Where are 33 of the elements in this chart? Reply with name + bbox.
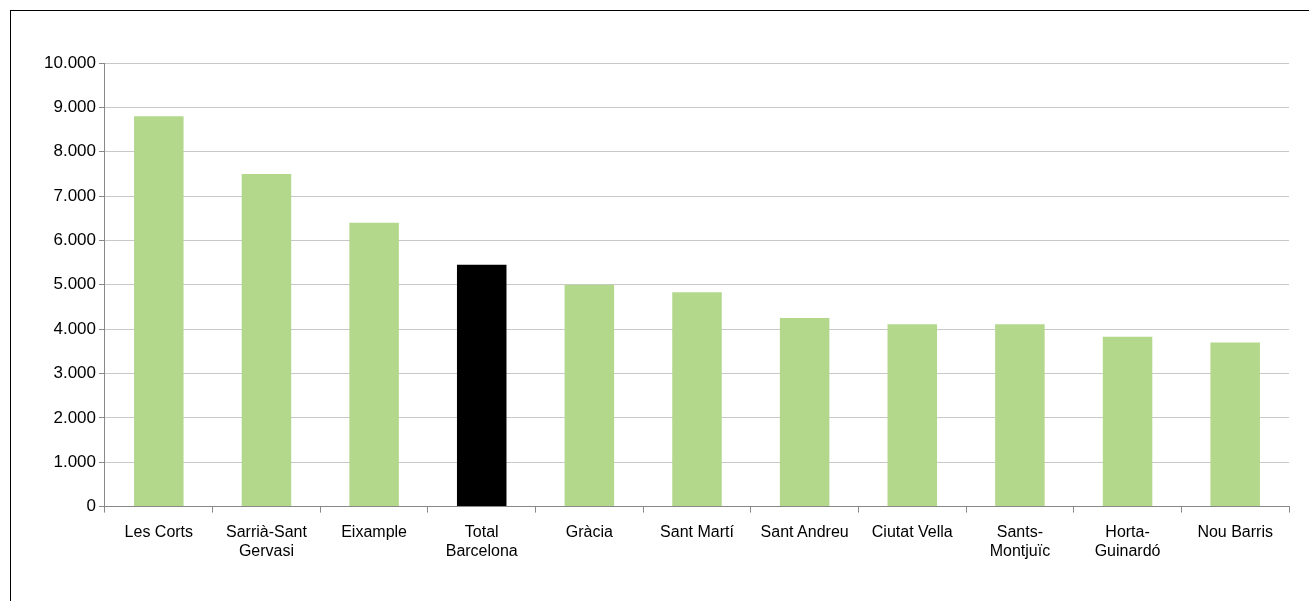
y-tick-label: 3.000 [53, 363, 96, 383]
bar [887, 324, 938, 507]
bar [779, 318, 830, 507]
bar [995, 324, 1045, 507]
y-tick-label: 10.000 [44, 52, 96, 72]
y-tick-label: 5.000 [53, 274, 96, 294]
y-tick-label: 1.000 [53, 451, 96, 471]
y-tick-label: 9.000 [53, 97, 96, 117]
x-tick-label: Sant Martí [660, 522, 735, 540]
bar [672, 292, 722, 507]
bar [349, 222, 399, 507]
x-tick-label: Total Barcelona [445, 522, 518, 559]
bar [134, 116, 184, 507]
x-tick-label: Sants-Montjuïc [989, 522, 1051, 559]
x-tick-label: Horta-Guinardó [1094, 522, 1161, 559]
x-tick-label: Les Corts [124, 522, 194, 540]
y-tick-label: 4.000 [53, 318, 96, 338]
y-tick-label: 2.000 [53, 407, 96, 427]
x-tick-label: Nou Barris [1197, 522, 1273, 540]
bar [456, 264, 507, 507]
x-tick-label: Sant Andreu [760, 522, 849, 540]
y-tick-label: 8.000 [53, 141, 96, 161]
y-tick-label: 6.000 [53, 230, 96, 250]
x-tick-label: Eixample [341, 522, 408, 540]
y-tick-label: 7.000 [53, 185, 96, 205]
bar [1210, 342, 1260, 507]
bar [564, 284, 615, 507]
x-tick-label: Ciutat Vella [871, 522, 953, 540]
x-tick-label: Sarrià-Sant Gervasi [225, 522, 308, 559]
x-tick-label: Gràcia [565, 522, 614, 540]
y-tick-label: 0 [86, 496, 96, 516]
bar [1102, 336, 1153, 507]
bar [241, 173, 292, 507]
